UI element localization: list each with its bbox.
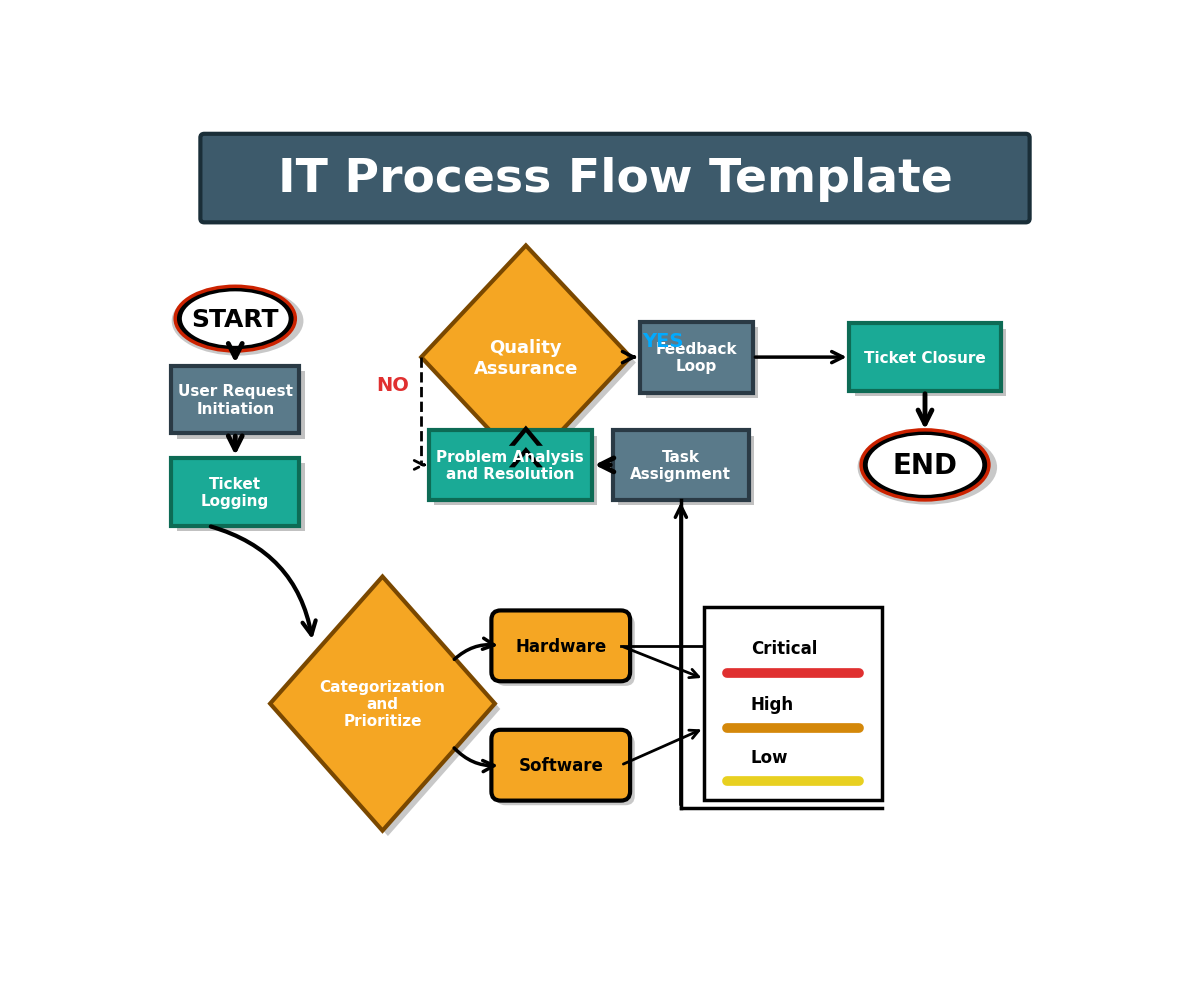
Ellipse shape [179,289,292,349]
FancyBboxPatch shape [854,329,1006,397]
Text: Feedback
Loop: Feedback Loop [655,342,737,374]
Text: Hardware: Hardware [515,637,606,655]
FancyBboxPatch shape [434,436,598,505]
Ellipse shape [172,287,304,356]
FancyBboxPatch shape [176,372,305,439]
Text: YES: YES [642,331,684,350]
FancyBboxPatch shape [646,328,758,399]
FancyBboxPatch shape [176,464,305,532]
Ellipse shape [858,430,997,505]
FancyBboxPatch shape [491,730,630,801]
Text: Problem Analysis
and Resolution: Problem Analysis and Resolution [437,449,584,482]
Text: Software: Software [518,756,604,774]
FancyBboxPatch shape [613,430,749,500]
Text: High: High [751,695,793,713]
FancyBboxPatch shape [430,430,592,500]
Text: START: START [192,307,278,331]
FancyBboxPatch shape [496,735,635,805]
FancyBboxPatch shape [850,324,1001,392]
FancyBboxPatch shape [640,322,752,393]
Ellipse shape [865,432,985,498]
Text: Ticket Closure: Ticket Closure [864,350,986,365]
Polygon shape [509,426,542,446]
FancyBboxPatch shape [172,366,299,434]
Text: Ticket
Logging: Ticket Logging [202,476,269,509]
FancyBboxPatch shape [491,611,630,682]
FancyBboxPatch shape [200,134,1030,223]
Text: Categorization
and
Prioritize: Categorization and Prioritize [319,679,445,729]
FancyBboxPatch shape [618,436,754,505]
FancyBboxPatch shape [172,458,299,526]
Text: User Request
Initiation: User Request Initiation [178,384,293,416]
Polygon shape [421,247,630,469]
Polygon shape [509,447,542,468]
FancyBboxPatch shape [704,607,882,800]
Text: Critical: Critical [751,639,817,657]
Text: END: END [893,451,958,479]
Polygon shape [276,582,500,836]
Polygon shape [427,251,636,475]
Text: Task
Assignment: Task Assignment [630,449,731,482]
Text: Quality
Assurance: Quality Assurance [474,338,578,377]
Text: NO: NO [377,375,409,395]
Text: IT Process Flow Template: IT Process Flow Template [277,157,953,202]
Text: Low: Low [751,748,788,766]
Polygon shape [270,577,494,831]
FancyBboxPatch shape [496,615,635,686]
